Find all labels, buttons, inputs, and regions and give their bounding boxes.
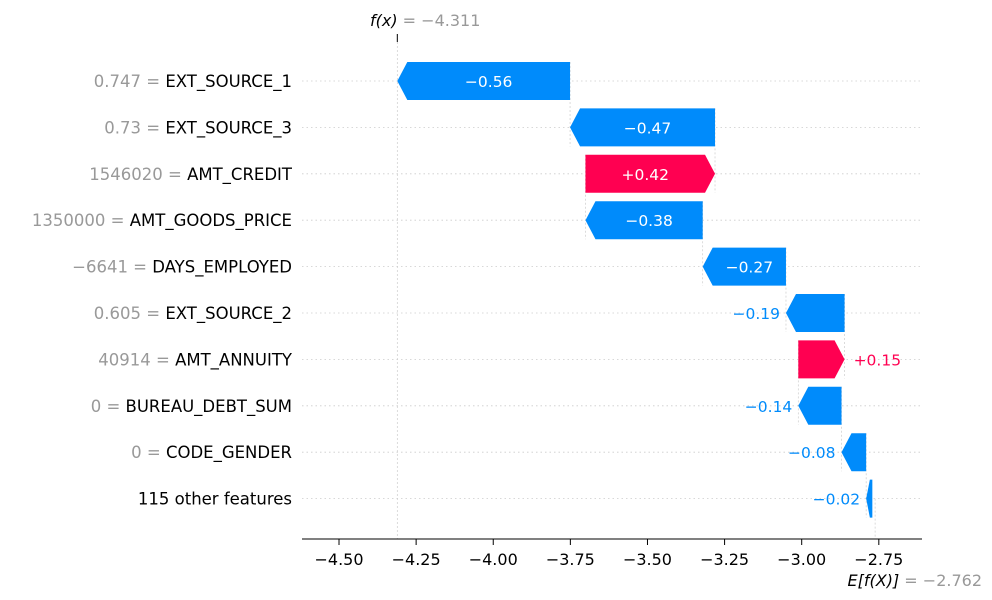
feature-value: 1546020 = — [89, 165, 187, 184]
x-axis: −4.50 −4.25 −4.00 −3.75 −3.50 −3.25 −3.00 −2.75… — [302, 538, 982, 590]
feature-label: 115 other features — [138, 490, 292, 509]
contribution-bar — [798, 340, 845, 379]
feature-value: −6641 = — [72, 258, 152, 277]
feature-labels-layer: 0.747 = EXT_SOURCE_1 0.73 = EXT_SOURCE_3 1… — [32, 72, 293, 509]
contribution-bar — [570, 108, 716, 147]
contribution-label: −0.56 — [465, 73, 513, 91]
contribution-bar — [397, 62, 571, 100]
feature-name: 115 other features — [138, 490, 292, 509]
feature-label: 1350000 = AMT_GOODS_PRICE — [32, 211, 292, 231]
feature-label: 0 = BUREAU_DEBT_SUM — [91, 397, 292, 417]
feature-value: 40914 = — [98, 350, 175, 369]
feature-value: 0 = — [91, 397, 126, 416]
contribution-label: −0.08 — [788, 444, 836, 462]
x-tick-label: −3.25 — [700, 550, 749, 569]
feature-name: CODE_GENDER — [166, 443, 292, 463]
feature-name: AMT_ANNUITY — [175, 350, 293, 370]
x-tick-label: −4.50 — [314, 550, 363, 569]
feature-label: 0.605 = EXT_SOURCE_2 — [94, 304, 292, 324]
contribution-label: −0.19 — [732, 305, 780, 323]
feature-name: AMT_CREDIT — [187, 165, 293, 185]
feature-value: 0 = — [131, 443, 166, 462]
feature-label: 40914 = AMT_ANNUITY — [98, 350, 293, 370]
fx-label-value: = −4.311 — [403, 11, 481, 30]
feature-name: EXT_SOURCE_3 — [165, 118, 292, 138]
feature-label: 0 = CODE_GENDER — [131, 443, 292, 463]
ex-label: E[f(X)] = −2.762 — [848, 571, 982, 590]
ex-label-name: E[f(X)] — [848, 571, 905, 590]
x-tick-label: −3.00 — [777, 550, 826, 569]
feature-name: EXT_SOURCE_2 — [165, 304, 292, 324]
contribution-label: +0.42 — [621, 166, 669, 184]
contribution-label: +0.15 — [854, 351, 902, 369]
contribution-label: −0.38 — [625, 212, 673, 230]
feature-label: −6641 = DAYS_EMPLOYED — [72, 258, 292, 278]
top-annotation: f(x) = −4.311 — [370, 11, 480, 42]
reference-lines — [396, 34, 876, 539]
x-tick-label: −2.75 — [854, 550, 903, 569]
feature-value: 1350000 = — [32, 211, 130, 230]
contribution-label: −0.14 — [745, 398, 793, 416]
x-tick-label: −3.75 — [546, 550, 595, 569]
fx-label-name: f(x) — [370, 11, 403, 30]
bars-layer: −0.56 −0.47 +0.42 −0.38 −0.27 −0.19 +0.15 −0.14… — [397, 62, 901, 518]
feature-label: 0.73 = EXT_SOURCE_3 — [104, 118, 292, 138]
contribution-bar — [841, 433, 867, 472]
contribution-label: −0.02 — [813, 491, 861, 509]
feature-label: 1546020 = AMT_CREDIT — [89, 165, 293, 185]
feature-name: BUREAU_DEBT_SUM — [126, 397, 292, 417]
contribution-label: −0.27 — [726, 259, 774, 277]
feature-value: 0.747 = — [94, 72, 166, 91]
feature-name: DAYS_EMPLOYED — [152, 258, 292, 278]
feature-label: 0.747 = EXT_SOURCE_1 — [94, 72, 292, 92]
feature-name: EXT_SOURCE_1 — [165, 72, 292, 92]
feature-value: 0.605 = — [94, 304, 166, 323]
contribution-bar — [585, 154, 716, 193]
contribution-bar — [702, 247, 786, 286]
contribution-label: −0.47 — [624, 119, 672, 137]
contribution-bar — [785, 294, 845, 332]
ex-label-value: = −2.762 — [904, 571, 982, 590]
x-tick-label: −4.00 — [469, 550, 518, 569]
feature-name: AMT_GOODS_PRICE — [130, 211, 292, 231]
x-tick-label: −3.50 — [623, 550, 672, 569]
contribution-bar — [866, 479, 873, 518]
x-tick-label: −4.25 — [392, 550, 441, 569]
fx-label: f(x) = −4.311 — [370, 11, 480, 30]
contribution-bar — [798, 386, 842, 425]
feature-value: 0.73 = — [104, 118, 165, 137]
contribution-bar — [585, 201, 703, 240]
